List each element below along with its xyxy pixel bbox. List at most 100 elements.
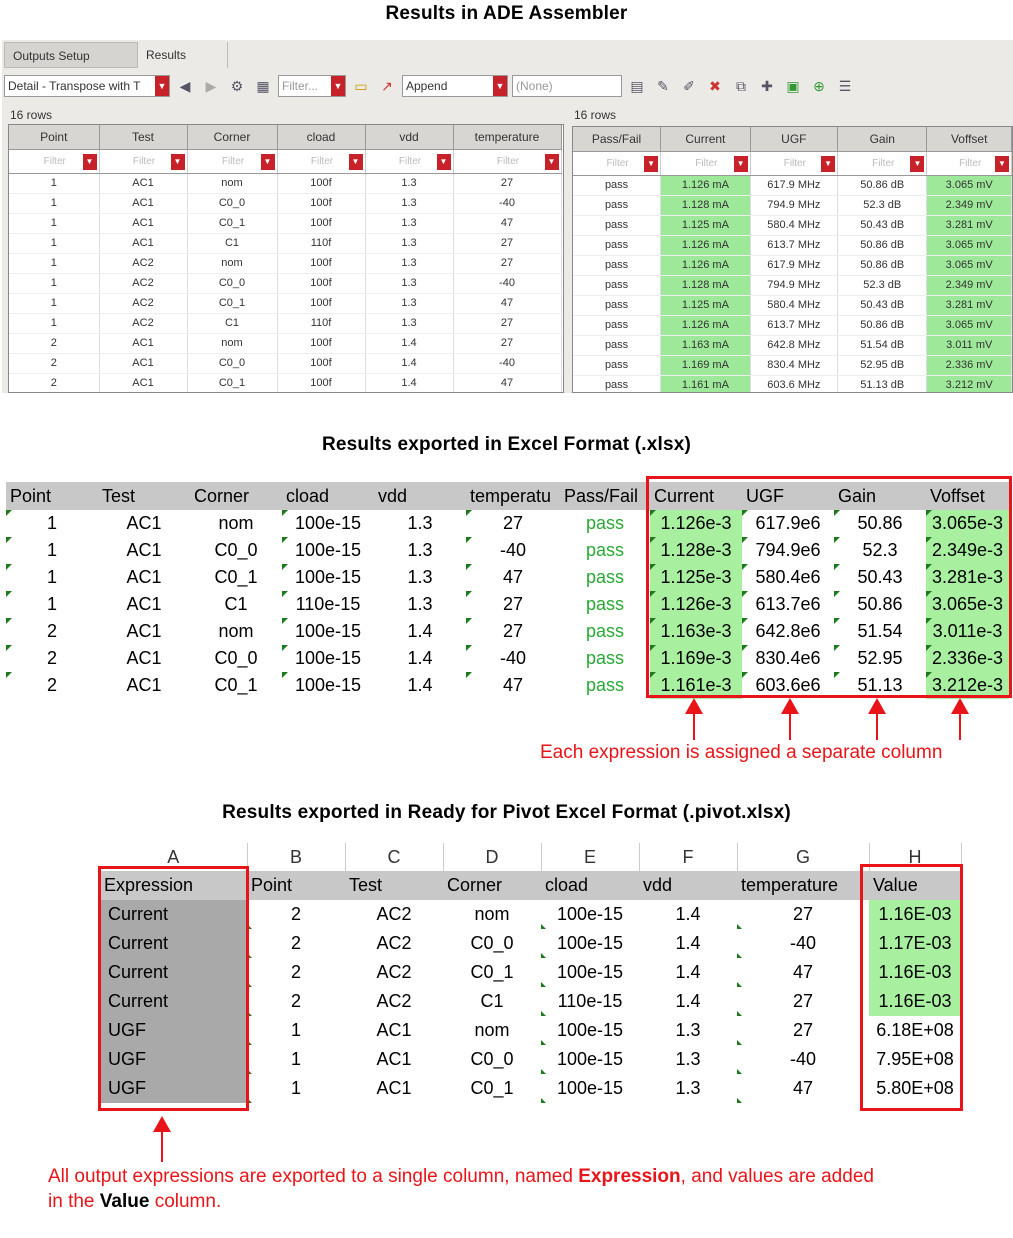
table-row[interactable]: pass 1.125 mA 580.4 MHz 50.43 dB 3.281 mV <box>573 295 1012 316</box>
chart-icon[interactable]: ↗ <box>381 77 393 94</box>
filter-dropdown-icon[interactable]: ▼ <box>910 155 925 172</box>
filter-dropdown-icon[interactable]: ▼ <box>995 155 1009 172</box>
view-select[interactable]: Detail - Transpose with T ▼ <box>4 75 170 97</box>
calculator-icon[interactable]: ▤ <box>630 77 644 94</box>
filter-dropdown-icon[interactable]: ▼ <box>348 153 363 170</box>
filter-field[interactable]: Filter ▼ <box>187 149 278 174</box>
gear-icon[interactable]: ⚙ <box>230 77 244 94</box>
column-header[interactable]: Test <box>99 125 188 150</box>
filter-dropdown-icon[interactable]: ▼ <box>644 155 659 172</box>
table-row[interactable]: 1 AC2 nom 100f 1.3 27 <box>9 253 562 274</box>
table-cell: 110f <box>277 233 366 254</box>
table-row[interactable]: 2 AC1 C0_1 100f 1.4 47 <box>9 373 562 392</box>
back-icon[interactable]: ◀ <box>179 77 191 94</box>
table-row[interactable]: pass 1.128 mA 794.9 MHz 52.3 dB 2.349 mV <box>573 195 1012 216</box>
add-page-icon[interactable]: ⊕ <box>813 77 825 94</box>
table-row[interactable]: 1 AC2 C0_0 100f 1.3 -40 <box>9 273 562 294</box>
filter-field[interactable]: Filter ▼ <box>9 149 100 174</box>
table-cell: 100e-15 <box>282 645 374 672</box>
column-letter[interactable]: D <box>443 843 542 871</box>
table-cell: 2.336e-3 <box>926 645 1009 672</box>
column-header[interactable]: Pass/Fail <box>573 127 662 152</box>
table-row[interactable]: pass 1.126 mA 613.7 MHz 50.86 dB 3.065 mV <box>573 315 1012 336</box>
filter-field[interactable]: Filter ▼ <box>926 151 1012 176</box>
new-document-icon[interactable]: ✚ <box>761 77 773 94</box>
table-row[interactable]: 1 AC1 C0_0 100f 1.3 -40 <box>9 193 562 214</box>
table-cell: 47 <box>466 564 560 591</box>
column-header[interactable]: Voffset <box>926 127 1012 152</box>
table-row[interactable]: 2 AC1 nom 100f 1.4 27 <box>9 333 562 354</box>
column-header[interactable]: UGF <box>750 127 839 152</box>
table-row[interactable]: 1 AC1 C1 110f 1.3 27 <box>9 233 562 254</box>
filter-dropdown-icon[interactable]: ▼ <box>733 155 748 172</box>
table-row: 2 AC1 C0_0 100e-15 1.4 -40 pass 1.169e-3 830.4e6… <box>6 645 1009 672</box>
table-view-icon[interactable]: ▦ <box>256 77 270 94</box>
filter-dropdown-icon[interactable]: ▼ <box>436 153 451 170</box>
column-letter[interactable]: C <box>345 843 444 871</box>
column-header[interactable]: Corner <box>187 125 278 150</box>
table-row[interactable]: pass 1.128 mA 794.9 MHz 52.3 dB 2.349 mV <box>573 275 1012 296</box>
table-row[interactable]: pass 1.126 mA 617.9 MHz 50.86 dB 3.065 mV <box>573 175 1012 196</box>
tab-outputs-setup[interactable]: Outputs Setup <box>4 42 138 68</box>
column-letter[interactable]: B <box>247 843 346 871</box>
filter-field[interactable]: Filter ▼ <box>453 149 562 174</box>
filter-field[interactable]: Filter ▼ <box>660 151 751 176</box>
table-row[interactable]: 1 AC1 nom 100f 1.3 27 <box>9 173 562 194</box>
table-row[interactable]: 2 AC1 C0_0 100f 1.4 -40 <box>9 353 562 374</box>
column-letter[interactable]: G <box>737 843 870 871</box>
filter-field[interactable]: Filter ▼ <box>837 151 928 176</box>
filter-dropdown-icon[interactable]: ▼ <box>544 153 559 170</box>
filter-dropdown-icon[interactable]: ▼ <box>170 153 185 170</box>
table-row[interactable]: pass 1.125 mA 580.4 MHz 50.43 dB 3.281 mV <box>573 215 1012 236</box>
table-cell: 1.125 mA <box>660 215 751 236</box>
filter-dropdown-icon[interactable]: ▼ <box>821 155 836 172</box>
filter-select[interactable]: Filter... ▼ <box>278 75 346 97</box>
expression-column-highlight <box>98 866 249 1111</box>
filter-dropdown-icon[interactable]: ▼ <box>260 153 275 170</box>
edit-icon[interactable]: ✐ <box>683 77 695 94</box>
column-header[interactable]: Current <box>660 127 751 152</box>
table-row[interactable]: pass 1.169 mA 830.4 MHz 52.95 dB 2.336 mV <box>573 355 1012 376</box>
folder-icon[interactable]: ▭ <box>354 77 368 94</box>
column-header[interactable]: temperature <box>453 125 562 150</box>
close-window-icon[interactable]: ✖ <box>709 77 721 94</box>
column-header[interactable]: vdd <box>365 125 454 150</box>
wand-icon[interactable]: ✎ <box>657 77 669 94</box>
table-cell: 50.43 dB <box>837 215 928 236</box>
append-select[interactable]: Append ▼ <box>402 75 508 97</box>
column-header[interactable]: Point <box>9 125 100 150</box>
column-header: Point <box>6 482 98 510</box>
table-cell: 1.163 mA <box>660 335 751 356</box>
table-row[interactable]: 1 AC1 C0_1 100f 1.3 47 <box>9 213 562 234</box>
filter-field[interactable]: Filter ▼ <box>99 149 188 174</box>
monitor-icon[interactable]: ▣ <box>786 77 800 94</box>
column-header: Expression <box>100 871 247 900</box>
table-row[interactable]: pass 1.126 mA 613.7 MHz 50.86 dB 3.065 mV <box>573 235 1012 256</box>
table-cell: 100e-15 <box>282 618 374 645</box>
filter-field[interactable]: Filter ▼ <box>573 151 662 176</box>
filter-dropdown-icon[interactable]: ▼ <box>82 153 97 170</box>
filter-field[interactable]: Filter ▼ <box>365 149 454 174</box>
tab-results[interactable]: Results <box>138 42 228 68</box>
column-header[interactable]: Gain <box>837 127 928 152</box>
table-cell: 2.349 mV <box>926 195 1012 216</box>
table-row[interactable]: pass 1.163 mA 642.8 MHz 51.54 dB 3.011 mV <box>573 335 1012 356</box>
table-row[interactable]: pass 1.161 mA 603.6 MHz 51.13 dB 3.212 mV <box>573 375 1012 392</box>
compare-icon[interactable]: ⧉ <box>736 77 746 94</box>
table-cell: nom <box>218 513 254 533</box>
table-row[interactable]: pass 1.126 mA 617.9 MHz 50.86 dB 3.065 mV <box>573 255 1012 276</box>
table-row[interactable]: 1 AC2 C0_1 100f 1.3 47 <box>9 293 562 314</box>
table-row[interactable]: 1 AC2 C1 110f 1.3 27 <box>9 313 562 334</box>
column-letter[interactable]: F <box>639 843 738 871</box>
filter-field[interactable]: Filter ▼ <box>277 149 366 174</box>
table-cell: 617.9e6 <box>742 510 834 537</box>
forward-icon[interactable]: ▶ <box>205 77 217 94</box>
none-select[interactable]: (None) <box>512 75 622 97</box>
column-letter[interactable]: E <box>541 843 640 871</box>
filter-field[interactable]: Filter ▼ <box>750 151 839 176</box>
filter-placeholder: Filter <box>959 158 982 169</box>
table-cell: 50.86 dB <box>837 315 928 336</box>
table-cell: 5.80E+08 <box>876 1078 954 1098</box>
column-header[interactable]: cload <box>277 125 366 150</box>
database-icon[interactable]: ☰ <box>838 77 852 94</box>
